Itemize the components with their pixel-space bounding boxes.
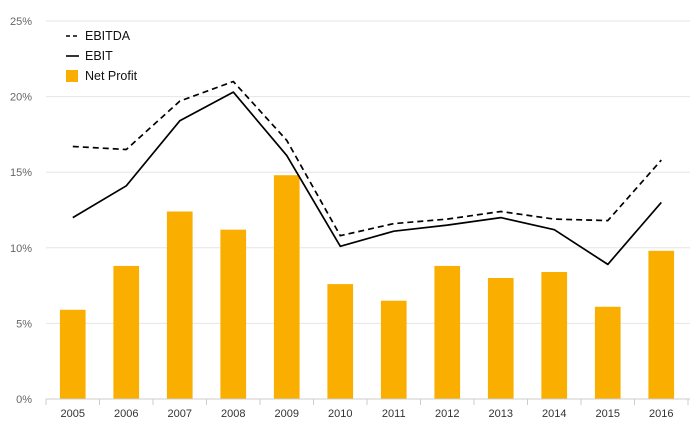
x-tick-label: 2016 (649, 408, 673, 420)
legend-label-ebitda: EBITDA (85, 29, 131, 43)
line-ebit (72, 91, 662, 266)
bar-net-profit (273, 175, 300, 399)
x-tick-label: 2015 (596, 408, 620, 420)
x-tick-label: 2011 (382, 408, 406, 420)
x-tick-label: 2012 (435, 408, 459, 420)
bar-net-profit (380, 300, 407, 399)
x-tick-label: 2005 (61, 408, 85, 420)
bar-net-profit (648, 250, 675, 399)
bar-net-profit (327, 284, 354, 399)
bar-net-profit (434, 265, 461, 399)
x-tick-label: 2008 (221, 408, 245, 420)
x-tick-label: 2007 (168, 408, 192, 420)
bar-net-profit (113, 265, 140, 399)
legend-label-ebit: EBIT (85, 49, 113, 63)
legend-swatch-net-profit (66, 70, 78, 82)
bar-net-profit (541, 271, 568, 399)
y-tick-label: 5% (16, 318, 32, 330)
bar-net-profit (594, 306, 621, 399)
y-tick-label: 15% (10, 167, 32, 179)
legend: EBITDA EBIT Net Profit (66, 29, 138, 83)
x-tick-label: 2010 (328, 408, 352, 420)
y-axis-labels: 0% 5% 10% 15% 20% 25% (10, 16, 32, 406)
legend-item-ebit: EBIT (66, 49, 113, 63)
y-tick-label: 20% (10, 92, 32, 104)
x-tick-label: 2013 (489, 408, 513, 420)
legend-item-net-profit: Net Profit (66, 69, 138, 83)
legend-label-net-profit: Net Profit (85, 69, 138, 83)
line-series (72, 80, 662, 266)
y-tick-label: 10% (10, 243, 32, 255)
y-tick-label: 0% (16, 394, 32, 406)
net-profit-bars (59, 175, 675, 399)
bar-net-profit (220, 229, 247, 399)
x-axis-labels: 2005 2006 2007 2008 2009 2010 2011 2012 2013 2014… (61, 408, 674, 420)
bar-net-profit (487, 278, 514, 399)
grid (46, 20, 690, 324)
line-ebitda (72, 80, 662, 237)
legend-item-ebitda: EBITDA (66, 29, 131, 43)
x-axis (45, 398, 690, 405)
x-tick-label: 2014 (542, 408, 566, 420)
x-tick-label: 2009 (275, 408, 299, 420)
bar-net-profit (166, 211, 193, 399)
x-tick-label: 2006 (114, 408, 138, 420)
bar-net-profit (59, 309, 86, 399)
y-tick-label: 25% (10, 16, 32, 28)
